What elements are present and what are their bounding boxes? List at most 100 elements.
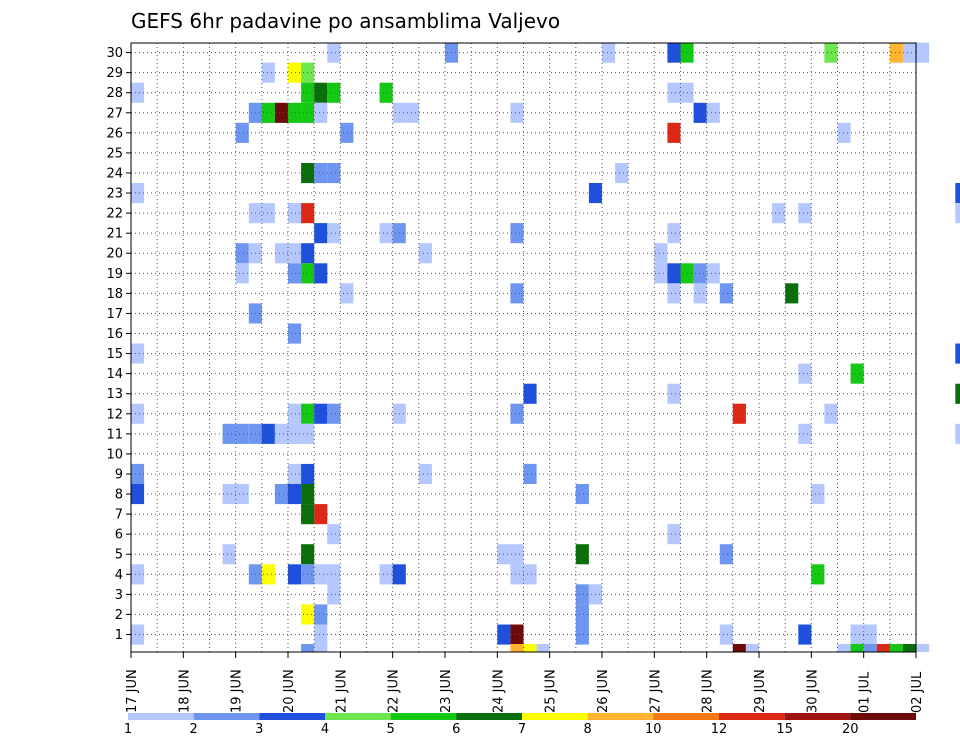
cell-member-7-step-15: [314, 504, 328, 525]
cell-member-20-step-9: [235, 243, 249, 264]
cell-member-11-step-64: [955, 423, 960, 444]
cell-member-9-step-1: [131, 463, 145, 484]
y-tick-label-12: 12: [106, 407, 123, 422]
cell-member-4-step-11: [261, 564, 275, 585]
colorbar-swatch-3: [259, 713, 325, 720]
colorbar-swatch-10: [719, 713, 785, 720]
colorbar-swatch-2: [193, 713, 260, 720]
y-tick-label-25: 25: [106, 146, 123, 161]
y-tick-label-13: 13: [106, 387, 123, 402]
colorbar-label-8: 8: [584, 722, 592, 737]
colorbar-label-4: 4: [321, 722, 329, 737]
y-tick-label-11: 11: [106, 427, 123, 442]
cell-member-12-step-30: [510, 403, 524, 424]
x-tick-label-12: 29 JUN: [753, 669, 768, 713]
cell-member-4-step-16: [327, 564, 341, 585]
colorbar-label-15: 15: [776, 722, 793, 737]
cell-member-12-step-1: [131, 403, 145, 424]
cells-layer: [131, 42, 960, 652]
cell-member-1-step-1: [131, 624, 145, 645]
cell-member-23-step-1: [131, 183, 145, 204]
y-tick-label-2: 2: [115, 608, 123, 623]
cell-member-24-step-16: [327, 163, 341, 184]
colorbar-label-6: 6: [452, 722, 460, 737]
y-tick-label-21: 21: [106, 227, 123, 242]
colorbar-label-3: 3: [255, 722, 263, 737]
y-tick-label-1: 1: [115, 628, 123, 643]
cell-member-5-step-30: [510, 544, 524, 565]
cell-member-11-step-52: [798, 423, 812, 444]
y-tick-label-4: 4: [115, 568, 123, 583]
cell-member-28-step-20: [379, 82, 393, 103]
x-tick-label-6: 23 JUN: [439, 669, 454, 713]
y-tick-label-14: 14: [106, 367, 123, 382]
cell-member-1-step-52: [798, 624, 812, 645]
cell-member-22-step-13: [288, 203, 302, 224]
cell-member-28-step-15: [314, 82, 328, 103]
cell-base-step-32: [536, 644, 550, 652]
y-tick-label-29: 29: [106, 66, 123, 81]
cell-member-27-step-15: [314, 102, 328, 123]
y-tick-label-15: 15: [106, 347, 123, 362]
cell-member-14-step-56: [850, 363, 864, 384]
cell-member-6-step-16: [327, 524, 341, 545]
cell-member-18-step-30: [510, 283, 524, 304]
cell-member-4-step-13: [288, 564, 302, 585]
colorbar-swatch-12: [850, 713, 916, 720]
x-tick-label-7: 24 JUN: [491, 669, 506, 713]
x-tick-label-5: 22 JUN: [387, 669, 402, 713]
cell-member-8-step-8: [222, 484, 236, 505]
cell-member-4-step-30: [510, 564, 524, 585]
colorbar-label-10: 10: [645, 722, 662, 737]
cell-member-5-step-35: [575, 544, 589, 565]
cell-member-19-step-44: [693, 263, 707, 284]
cell-member-2-step-35: [575, 604, 589, 625]
cell-member-24-step-15: [314, 163, 328, 184]
cell-member-27-step-12: [274, 102, 288, 123]
cell-member-8-step-53: [811, 484, 825, 505]
cell-member-30-step-37: [602, 42, 616, 63]
x-tick-label-13: 30 JUN: [805, 669, 820, 713]
cell-member-21-step-42: [667, 223, 681, 244]
cell-base-step-61: [916, 644, 930, 652]
y-tick-label-24: 24: [106, 166, 123, 181]
y-axis: 1234567891011121314151617181920212223242…: [106, 46, 131, 643]
cell-member-30-step-16: [327, 42, 341, 63]
cell-member-24-step-38: [615, 163, 629, 184]
cell-member-1-step-15: [314, 624, 328, 645]
cell-member-9-step-31: [523, 463, 537, 484]
cell-member-1-step-56: [850, 624, 864, 645]
colorbar-label-1: 1: [124, 722, 132, 737]
cell-member-3-step-16: [327, 584, 341, 605]
cell-member-13-step-64: [955, 383, 960, 404]
cell-member-30-step-59: [889, 42, 903, 63]
cell-member-18-step-46: [719, 283, 733, 304]
cell-base-step-56: [850, 644, 864, 652]
cell-member-30-step-54: [824, 42, 838, 63]
cell-member-8-step-9: [235, 484, 249, 505]
cell-member-21-step-30: [510, 223, 524, 244]
cell-member-8-step-12: [274, 484, 288, 505]
cell-base-step-14: [301, 644, 315, 652]
cell-member-4-step-53: [811, 564, 825, 585]
cell-member-5-step-46: [719, 544, 733, 565]
y-tick-label-28: 28: [106, 86, 123, 101]
cell-member-8-step-1: [131, 484, 145, 505]
colorbar-swatch-11: [784, 713, 851, 720]
x-tick-label-10: 27 JUN: [648, 669, 663, 713]
cell-member-29-step-13: [288, 62, 302, 83]
cell-member-20-step-41: [654, 243, 668, 264]
cell-base-step-60: [902, 644, 916, 652]
colorbar-swatch-6: [456, 713, 522, 720]
cell-member-28-step-1: [131, 82, 145, 103]
cell-member-14-step-52: [798, 363, 812, 384]
x-tick-label-1: 18 JUN: [177, 669, 192, 713]
colorbar-label-12: 12: [711, 722, 728, 737]
cell-member-11-step-8: [222, 423, 236, 444]
cell-member-22-step-64: [955, 203, 960, 224]
cell-member-22-step-50: [772, 203, 786, 224]
x-axis: 17 JUN 18 JUN 19 JUN 20 JUN 21 JUN 22 JUN 23 J…: [125, 652, 925, 713]
x-tick-label-3: 20 JUN: [282, 669, 297, 713]
y-tick-label-9: 9: [115, 467, 123, 482]
